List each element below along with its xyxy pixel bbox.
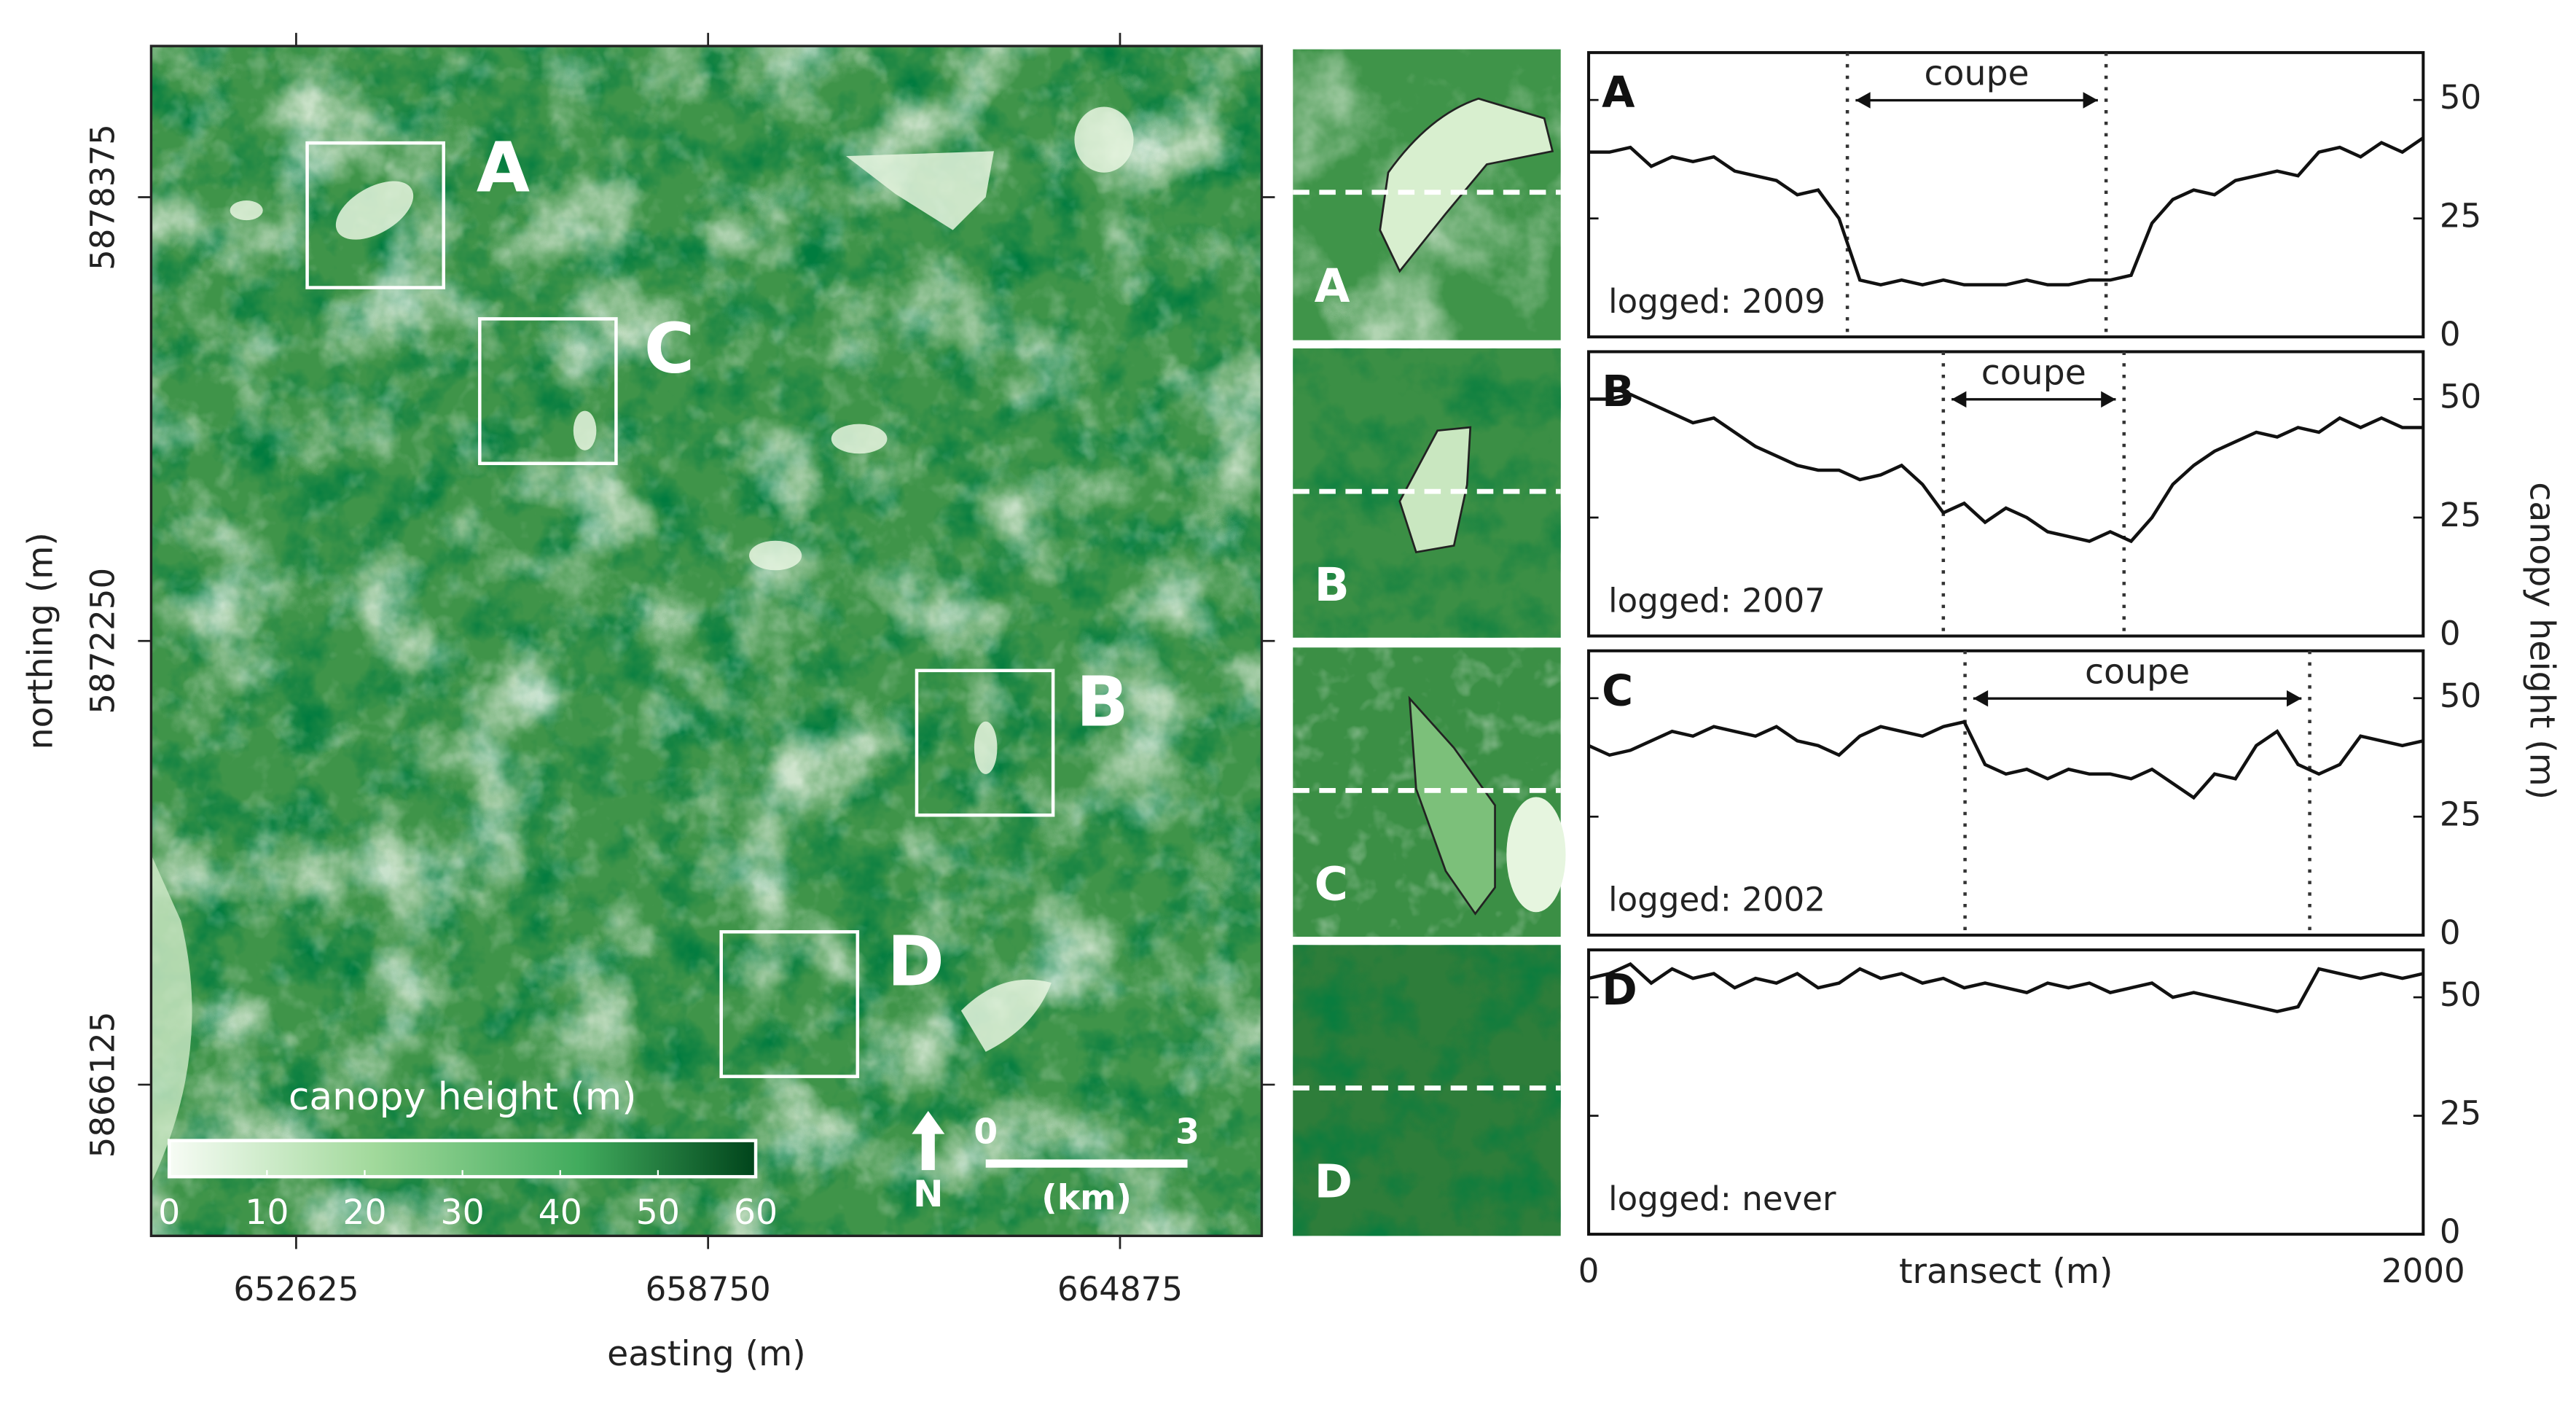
canopy-line	[1588, 719, 2424, 800]
logged-note: logged: never	[1608, 1179, 1836, 1218]
coupe-label: coupe	[1981, 353, 2086, 393]
colorbar-tick-label: 60	[734, 1193, 778, 1233]
study-box	[915, 668, 1055, 817]
x-axis-label: easting (m)	[607, 1334, 806, 1374]
y-tick-label: 25	[2440, 795, 2481, 833]
inset-label: D	[1315, 1155, 1352, 1209]
colorbar-tick-label: 50	[636, 1193, 680, 1233]
y-tick-label: 25	[2440, 197, 2481, 235]
x-axis-label: transect (m)	[1899, 1252, 2113, 1292]
map-raster	[151, 46, 1262, 1236]
box-label: C	[644, 309, 694, 389]
canopy-line	[1589, 392, 2424, 544]
y-tick-label: 50	[2440, 78, 2481, 117]
study-box	[478, 317, 618, 466]
y-tick-label: 50	[2440, 975, 2481, 1014]
colorbar-tick-label: 40	[539, 1193, 582, 1233]
coupe-label: coupe	[1925, 54, 2029, 94]
x-tick-label: 652625	[233, 1270, 359, 1309]
box-label: A	[477, 128, 530, 208]
north-label: N	[913, 1173, 943, 1215]
scale-label: (km)	[1041, 1178, 1132, 1218]
y-tick-label: 50	[2440, 676, 2481, 715]
x-tick-label: 664875	[1057, 1270, 1183, 1309]
y-tick-label: 0	[2440, 614, 2461, 652]
x-tick-label: 2000	[2381, 1252, 2465, 1290]
colorbar-tick-label: 30	[441, 1193, 485, 1233]
box-label: B	[1076, 662, 1129, 742]
panel-label: D	[1602, 965, 1637, 1015]
y-tick-label: 5866125	[83, 1012, 122, 1158]
y-tick-label: 50	[2440, 377, 2481, 416]
panel-label: A	[1602, 68, 1635, 117]
study-box	[719, 930, 860, 1078]
logged-note: logged: 2007	[1608, 581, 1825, 620]
y-tick-label: 5878375	[83, 124, 122, 270]
panel-label: B	[1602, 367, 1635, 416]
y-tick-label: 0	[2440, 315, 2461, 354]
y-tick-label: 0	[2440, 913, 2461, 952]
logged-note: logged: 2002	[1608, 881, 1825, 919]
y-tick-label: 0	[2440, 1212, 2461, 1251]
canopy-line	[1589, 136, 2424, 286]
y-axis-label: northing (m)	[21, 532, 61, 749]
scale-tick-label: 3	[1175, 1112, 1199, 1153]
colorbar-tick-label: 0	[158, 1193, 180, 1233]
scale-tick-label: 0	[974, 1112, 998, 1153]
logged-note: logged: 2009	[1608, 282, 1825, 321]
north-arrow	[912, 1111, 945, 1171]
x-tick-label: 658750	[646, 1270, 771, 1309]
inset-label: B	[1315, 558, 1350, 612]
inset-label: C	[1315, 857, 1348, 910]
x-tick-label: 0	[1578, 1252, 1600, 1290]
coupe-label: coupe	[2085, 652, 2190, 692]
y-axis-label: canopy height (m)	[2521, 482, 2561, 800]
insets	[1293, 49, 1566, 1236]
inset-label: A	[1315, 259, 1350, 313]
panel-label: C	[1602, 666, 1633, 715]
box-label: D	[887, 922, 944, 1002]
colorbar-tick-label: 10	[245, 1193, 289, 1233]
y-tick-label: 25	[2440, 1094, 2481, 1133]
canopy-line	[1588, 962, 2424, 1013]
panel-frame	[1587, 948, 2425, 1236]
colorbar-label: canopy height (m)	[289, 1075, 637, 1119]
y-tick-label: 5872250	[83, 568, 122, 714]
colorbar-tick-label: 20	[342, 1193, 386, 1233]
y-tick-label: 25	[2440, 496, 2481, 534]
study-box	[305, 141, 445, 289]
